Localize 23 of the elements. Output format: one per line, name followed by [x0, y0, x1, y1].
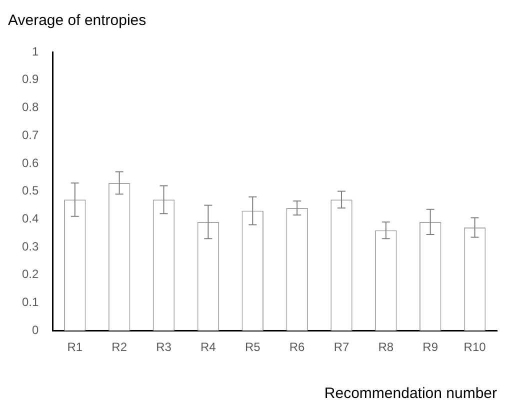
x-axis-title: Recommendation number: [324, 385, 497, 402]
y-tick-label: 0.7: [22, 128, 39, 142]
x-tick-label: R10: [464, 340, 486, 354]
chart-title: Average of entropies: [8, 12, 146, 30]
x-tick-label: R3: [156, 340, 172, 354]
x-tick-label: R9: [422, 340, 438, 354]
x-tick-label: R8: [378, 340, 394, 354]
x-tick-label: R7: [334, 340, 350, 354]
y-tick-label: 0: [32, 322, 39, 337]
y-tick-label: 0.9: [22, 72, 39, 86]
x-tick-label: R4: [200, 340, 216, 354]
y-tick-label: 0.1: [22, 295, 39, 310]
x-tick-label: R1: [67, 340, 83, 354]
x-tick-label: R2: [112, 340, 128, 354]
y-tick-label: 0.6: [22, 156, 39, 170]
y-tick-label: 1: [32, 44, 39, 58]
x-tick-label: R6: [289, 340, 306, 354]
y-tick-label: 0.2: [22, 267, 39, 282]
y-tick-label: 0.3: [22, 239, 39, 254]
y-tick-label: 0.8: [22, 100, 39, 114]
x-tick-label: R5: [244, 340, 261, 354]
y-tick-label: 0.4: [22, 211, 39, 226]
y-tick-label: 0.5: [22, 184, 39, 198]
